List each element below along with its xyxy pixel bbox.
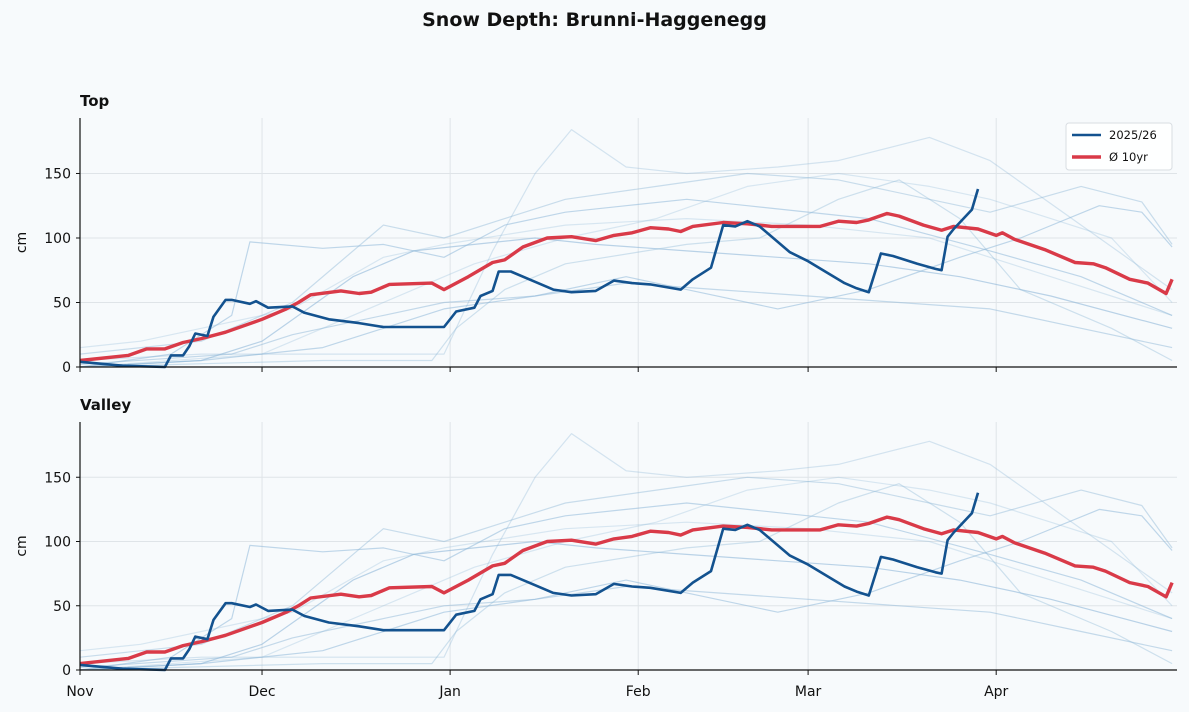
- y-tick-label: 150: [44, 166, 71, 182]
- y-tick-label: 0: [62, 663, 71, 679]
- history-season-line: [79, 508, 1173, 671]
- legend-label: Ø 10yr: [1109, 150, 1148, 164]
- history-season-line: [79, 483, 1173, 671]
- y-tick-label: 150: [44, 470, 71, 486]
- x-tick-label: Apr: [984, 684, 1008, 700]
- history-season-line: [79, 476, 1173, 671]
- history-season-line: [79, 172, 1173, 355]
- history-season-line: [79, 433, 1173, 665]
- history-season-line: [79, 172, 1173, 368]
- y-tick-label: 50: [53, 295, 71, 311]
- history-season-line: [79, 540, 1173, 671]
- history-season-line: [79, 521, 1173, 652]
- average-10yr-line: [79, 515, 1174, 666]
- subplot-valley: 0 50 100 150 Nov Dec Jan Feb Mar Apr cm Valley: [14, 396, 1177, 700]
- current-season-line: [79, 188, 980, 369]
- y-tick-label: 100: [44, 231, 71, 247]
- history-season-line: [79, 237, 1173, 368]
- y-axis-label: cm: [14, 535, 30, 556]
- subplot-top: 0 50 100 150 cm Top 2025/26 Ø 10yr: [14, 92, 1177, 376]
- y-tick-label: 0: [62, 360, 71, 376]
- x-tick-label: Dec: [248, 684, 275, 700]
- x-tick-label: Feb: [626, 684, 651, 700]
- subplot-title: Top: [80, 92, 110, 110]
- history-season-line: [79, 198, 1173, 368]
- history-season-line: [79, 218, 1173, 349]
- x-tick-label: Jan: [438, 684, 461, 700]
- current-season-line: [79, 492, 980, 672]
- x-tick-label: Nov: [66, 684, 93, 700]
- history-season-line: [79, 476, 1173, 658]
- history-season-line: [79, 205, 1173, 368]
- y-tick-label: 100: [44, 535, 71, 551]
- history-season-line: [79, 179, 1173, 368]
- chart-title: Snow Depth: Brunni-Haggenegg: [422, 9, 767, 31]
- subplot-title: Valley: [80, 396, 131, 414]
- y-tick-label: 50: [53, 599, 71, 615]
- history-season-line: [79, 502, 1173, 671]
- legend: 2025/26 Ø 10yr: [1065, 122, 1173, 171]
- x-tick-label: Mar: [795, 684, 822, 700]
- y-axis-label: cm: [14, 232, 30, 253]
- average-10yr-line: [79, 211, 1174, 363]
- history-season-line: [79, 129, 1173, 362]
- legend-label: 2025/26: [1109, 128, 1157, 142]
